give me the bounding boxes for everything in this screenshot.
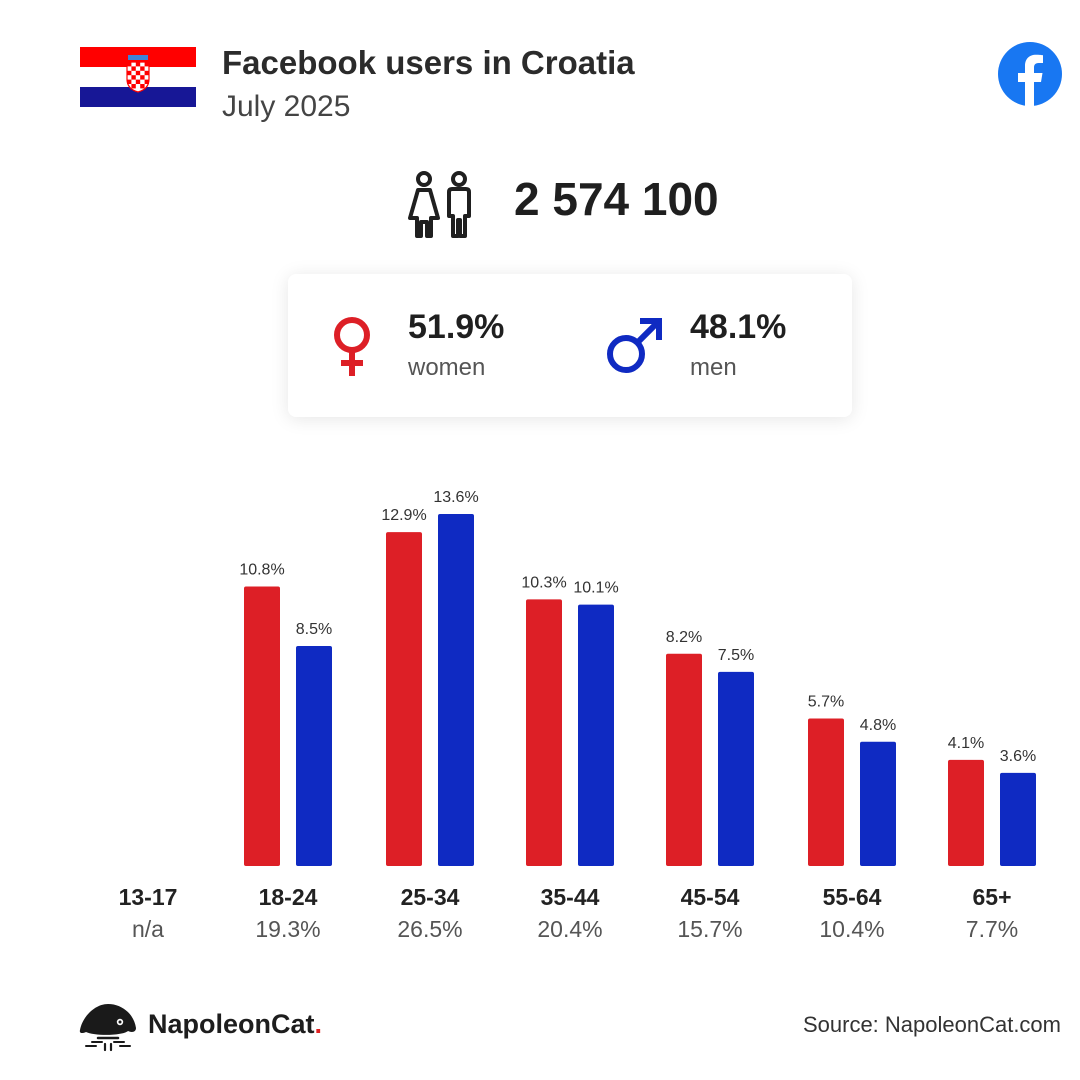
age-gender-bar-chart: 10.8% 8.5% 12.9% 13.6% 10.3% 10.1% 8.2% 7.5% 5.7… (239, 489, 1036, 866)
category-total-65+: 7.7% (965, 916, 1019, 942)
category-label-18-24: 18-24 (258, 884, 318, 910)
data-label-men-25-34: 13.6% (433, 489, 478, 506)
category-total-18-24: 19.3% (255, 916, 321, 942)
data-label-men-55-64: 4.8% (860, 717, 896, 734)
category-total-35-44: 20.4% (537, 916, 603, 942)
category-total-55-64: 10.4% (819, 916, 885, 942)
data-label-men-18-24: 8.5% (296, 621, 332, 638)
bar-women-35-44 (526, 599, 562, 866)
gender-split-card (288, 274, 852, 417)
bar-men-55-64 (860, 741, 896, 866)
data-label-women-55-64: 5.7% (808, 693, 844, 710)
women-label: women (408, 354, 486, 381)
data-label-men-35-44: 10.1% (573, 580, 618, 597)
women-percentage: 51.9% (408, 308, 505, 346)
bar-men-18-24 (296, 646, 332, 866)
bar-women-45-54 (666, 653, 702, 866)
croatia-flag-icon (80, 47, 196, 107)
bar-women-65+ (948, 759, 984, 866)
category-total-13-17: n/a (132, 916, 164, 942)
category-total-25-34: 26.5% (397, 916, 463, 942)
data-label-men-65+: 3.6% (1000, 748, 1036, 765)
bar-women-55-64 (808, 718, 844, 866)
brand-dot: . (314, 1009, 323, 1039)
data-label-women-45-54: 8.2% (666, 629, 702, 646)
category-label-65+: 65+ (972, 884, 1012, 910)
page-title: Facebook users in Croatia (222, 44, 635, 81)
bar-men-65+ (1000, 772, 1036, 866)
napoleoncat-logo-icon (78, 1000, 138, 1052)
men-label: men (690, 354, 737, 381)
facebook-icon (998, 42, 1062, 106)
category-label-35-44: 35-44 (540, 884, 600, 910)
data-label-men-45-54: 7.5% (718, 647, 754, 664)
bar-men-35-44 (578, 604, 614, 866)
people-icon (405, 170, 479, 240)
category-label-25-34: 25-34 (400, 884, 460, 910)
category-label-55-64: 55-64 (822, 884, 882, 910)
napoleoncat-logo-text: NapoleonCat. (148, 1009, 322, 1040)
data-label-women-65+: 4.1% (948, 735, 984, 752)
female-symbol-icon (322, 314, 382, 378)
data-label-women-18-24: 10.8% (239, 561, 284, 578)
men-percentage: 48.1% (690, 308, 787, 346)
category-label-13-17: 13-17 (118, 884, 178, 910)
bar-men-45-54 (718, 671, 754, 866)
male-symbol-icon (604, 314, 664, 378)
bar-men-25-34 (438, 514, 474, 866)
source-note: Source: NapoleonCat.com (802, 1012, 1061, 1037)
bar-women-25-34 (386, 532, 422, 866)
page-subtitle: July 2025 (222, 90, 351, 123)
data-label-women-35-44: 10.3% (521, 574, 566, 591)
bar-women-18-24 (244, 586, 280, 866)
total-users-value: 2 574 100 (514, 173, 719, 225)
category-total-45-54: 15.7% (677, 916, 743, 942)
data-label-women-25-34: 12.9% (381, 507, 426, 524)
brand-name: NapoleonCat (148, 1009, 315, 1039)
category-label-45-54: 45-54 (680, 884, 740, 910)
